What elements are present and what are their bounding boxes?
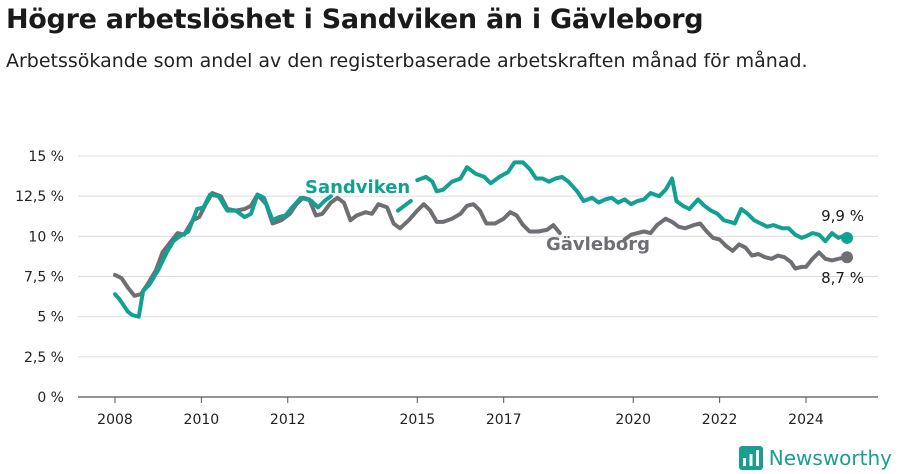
series-line-gavleborg — [113, 191, 562, 298]
chart-subtitle: Arbetssökande som andel av den registerb… — [6, 50, 808, 72]
end-point-sandviken — [841, 231, 854, 244]
series-line-sandviken — [395, 199, 413, 213]
chart-title: Högre arbetslöshet i Sandviken än i Gävl… — [6, 4, 704, 35]
x-tick-label: 2017 — [486, 412, 522, 428]
series-label-gavleborg: Gävleborg — [546, 234, 650, 255]
series-line-sandviken — [415, 160, 849, 244]
y-tick-label: 12,5 % — [15, 189, 64, 205]
series-labels: Sandviken Gävleborg 9,9 % 8,7 % — [305, 177, 864, 287]
y-tick-label: 2,5 % — [24, 350, 64, 366]
gridlines — [78, 155, 878, 398]
brand-logo: Newsworthy — [738, 446, 892, 470]
x-tick-label: 2024 — [788, 412, 824, 428]
y-tick-label: 5 % — [37, 310, 64, 326]
x-tick-label: 2008 — [97, 412, 133, 428]
newsworthy-logo-icon — [738, 446, 763, 470]
x-tick-label: 2022 — [702, 412, 738, 428]
x-axis: 2008 2010 2012 2015 2017 2020 2022 2024 — [97, 397, 824, 428]
series-lines — [113, 160, 854, 319]
series-line-sandviken — [113, 192, 333, 319]
y-tick-label: 15 % — [28, 149, 64, 165]
x-tick-label: 2010 — [184, 412, 220, 428]
y-tick-label: 0 % — [37, 390, 64, 406]
y-tick-label: 10 % — [28, 229, 64, 245]
y-tick-label: 7,5 % — [24, 270, 64, 286]
series-line-gavleborg — [622, 216, 849, 271]
x-tick-label: 2015 — [399, 412, 435, 428]
brand-name: Newsworthy — [768, 446, 892, 470]
end-point-gavleborg — [841, 251, 854, 264]
end-value-sandviken: 9,9 % — [821, 207, 864, 225]
series-label-sandviken: Sandviken — [305, 177, 410, 198]
x-tick-label: 2020 — [615, 412, 651, 428]
y-axis: 0 % 2,5 % 5 % 7,5 % 10 % 12,5 % 15 % — [15, 149, 64, 406]
end-value-gavleborg: 8,7 % — [821, 269, 864, 287]
x-tick-label: 2012 — [270, 412, 306, 428]
